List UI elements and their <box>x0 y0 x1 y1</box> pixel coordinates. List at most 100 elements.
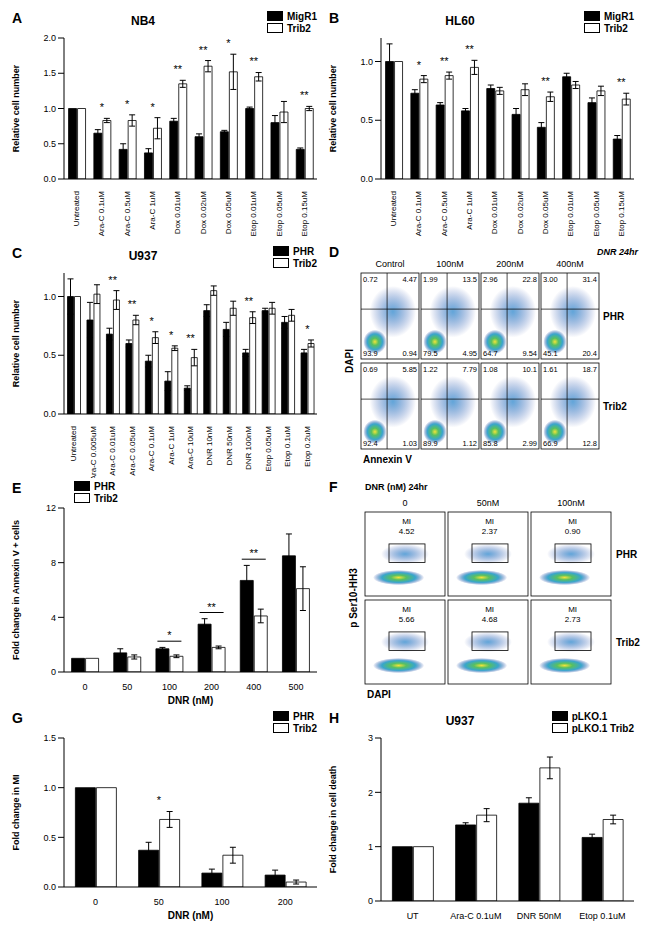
svg-text:Etop 0.1uM: Etop 0.1uM <box>579 911 625 921</box>
svg-text:Etop 0.01uM: Etop 0.01uM <box>249 191 258 237</box>
svg-text:0.0: 0.0 <box>43 409 56 419</box>
svg-text:4.47: 4.47 <box>402 275 417 284</box>
svg-text:Relative cell number: Relative cell number <box>328 64 338 152</box>
svg-text:1.0: 1.0 <box>43 104 56 114</box>
svg-text:1.5: 1.5 <box>43 68 56 78</box>
svg-text:UT: UT <box>407 911 419 921</box>
svg-text:PHR: PHR <box>616 549 638 560</box>
svg-text:*: * <box>149 315 154 327</box>
svg-text:100nM: 100nM <box>557 498 585 508</box>
svg-text:9.54: 9.54 <box>522 349 537 358</box>
svg-text:Trib2: Trib2 <box>616 637 640 648</box>
svg-text:0: 0 <box>402 498 407 508</box>
svg-text:Relative cell number: Relative cell number <box>11 299 21 387</box>
svg-text:Ara-C 0.1uM: Ara-C 0.1uM <box>450 911 501 921</box>
svg-text:100: 100 <box>215 897 230 907</box>
svg-text:Etop 0.15uM: Etop 0.15uM <box>617 191 626 237</box>
svg-text:**: ** <box>249 55 258 67</box>
svg-text:Ara-C 1uM: Ara-C 1uM <box>465 191 474 230</box>
svg-text:Dox 0.05uM: Dox 0.05uM <box>224 191 233 234</box>
svg-text:0: 0 <box>368 896 373 906</box>
svg-text:10.1: 10.1 <box>522 365 537 374</box>
svg-text:PHR: PHR <box>603 311 625 322</box>
svg-text:Etop 0.1uM: Etop 0.1uM <box>283 426 292 467</box>
svg-text:Fold change in MI: Fold change in MI <box>11 775 21 851</box>
svg-text:*: * <box>100 101 105 113</box>
svg-text:Dox 0.02uM: Dox 0.02uM <box>516 191 525 234</box>
svg-text:*: * <box>226 38 231 49</box>
svg-text:400: 400 <box>246 682 261 692</box>
svg-text:4.52: 4.52 <box>399 527 415 536</box>
svg-text:0.94: 0.94 <box>402 349 417 358</box>
svg-text:100: 100 <box>162 682 177 692</box>
svg-text:MI: MI <box>485 605 494 614</box>
svg-text:DNR (nM): DNR (nM) <box>168 910 214 921</box>
svg-text:F: F <box>329 479 338 495</box>
svg-text:200: 200 <box>204 682 219 692</box>
svg-text:Trib2: Trib2 <box>603 401 627 412</box>
svg-text:DNR 10nM: DNR 10nM <box>205 426 214 466</box>
svg-text:12: 12 <box>46 503 56 513</box>
svg-text:0.0: 0.0 <box>43 174 56 184</box>
svg-text:50: 50 <box>122 682 132 692</box>
svg-text:Control: Control <box>375 259 404 269</box>
svg-text:85.8: 85.8 <box>483 439 498 448</box>
svg-text:Annexin V: Annexin V <box>363 454 412 465</box>
svg-text:2.99: 2.99 <box>522 439 537 448</box>
svg-text:20.4: 20.4 <box>582 349 597 358</box>
svg-text:92.4: 92.4 <box>363 439 378 448</box>
svg-text:**: ** <box>541 75 550 87</box>
svg-text:100nM: 100nM <box>436 259 464 269</box>
svg-text:0.5: 0.5 <box>43 350 56 360</box>
svg-text:**: ** <box>465 43 474 55</box>
svg-text:Untreated: Untreated <box>72 191 81 226</box>
svg-text:1.0: 1.0 <box>43 783 56 793</box>
svg-text:3.00: 3.00 <box>543 275 558 284</box>
svg-text:93.9: 93.9 <box>363 349 378 358</box>
svg-text:22.8: 22.8 <box>522 275 537 284</box>
svg-text:1: 1 <box>368 842 373 852</box>
svg-text:0.0: 0.0 <box>360 174 373 184</box>
svg-text:Untreated: Untreated <box>69 426 78 461</box>
svg-text:0.5: 0.5 <box>43 139 56 149</box>
svg-text:8: 8 <box>51 558 56 568</box>
svg-text:DNR 50nM: DNR 50nM <box>517 911 562 921</box>
svg-text:*: * <box>150 101 155 113</box>
svg-text:200nM: 200nM <box>496 259 524 269</box>
svg-text:4.95: 4.95 <box>462 349 477 358</box>
svg-text:Ara-C 0.1uM: Ara-C 0.1uM <box>147 426 156 472</box>
svg-text:DNR 100nM: DNR 100nM <box>244 426 253 470</box>
svg-text:Fold change in Annexin V + cel: Fold change in Annexin V + cells <box>11 520 21 660</box>
svg-text:Ara-C 0.01uM: Ara-C 0.01uM <box>108 426 117 476</box>
svg-text:Ara-C 0.05uM: Ara-C 0.05uM <box>128 426 137 476</box>
svg-text:**: ** <box>108 274 117 286</box>
svg-text:**: ** <box>249 547 258 559</box>
svg-text:5.66: 5.66 <box>399 615 415 624</box>
svg-text:13.5: 13.5 <box>462 275 477 284</box>
svg-text:Dox 0.01uM: Dox 0.01uM <box>173 191 182 234</box>
svg-text:18.7: 18.7 <box>582 365 597 374</box>
svg-text:Ara-C 0.5uM: Ara-C 0.5uM <box>123 191 132 237</box>
svg-text:1.12: 1.12 <box>462 439 477 448</box>
svg-text:2.37: 2.37 <box>482 527 498 536</box>
svg-text:*: * <box>167 629 172 641</box>
svg-text:**: ** <box>199 44 208 56</box>
svg-text:2.96: 2.96 <box>483 275 498 284</box>
svg-text:12.8: 12.8 <box>582 439 597 448</box>
svg-text:400nM: 400nM <box>556 259 584 269</box>
svg-text:0: 0 <box>83 682 88 692</box>
svg-text:Etop 0.05uM: Etop 0.05uM <box>275 191 284 237</box>
svg-text:Relative cell number: Relative cell number <box>11 64 21 152</box>
svg-text:**: ** <box>617 76 626 88</box>
svg-text:200: 200 <box>278 897 293 907</box>
svg-text:Etop 0.05uM: Etop 0.05uM <box>592 191 601 237</box>
svg-text:Ara-C 0.5uM: Ara-C 0.5uM <box>440 191 449 237</box>
svg-text:1.08: 1.08 <box>483 365 498 374</box>
svg-text:*: * <box>305 323 310 335</box>
svg-text:**: ** <box>300 89 309 101</box>
svg-text:Untreated: Untreated <box>389 191 398 226</box>
svg-text:64.7: 64.7 <box>483 349 498 358</box>
svg-text:2: 2 <box>368 788 373 798</box>
svg-text:0.69: 0.69 <box>363 365 378 374</box>
svg-text:2.0: 2.0 <box>43 33 56 43</box>
